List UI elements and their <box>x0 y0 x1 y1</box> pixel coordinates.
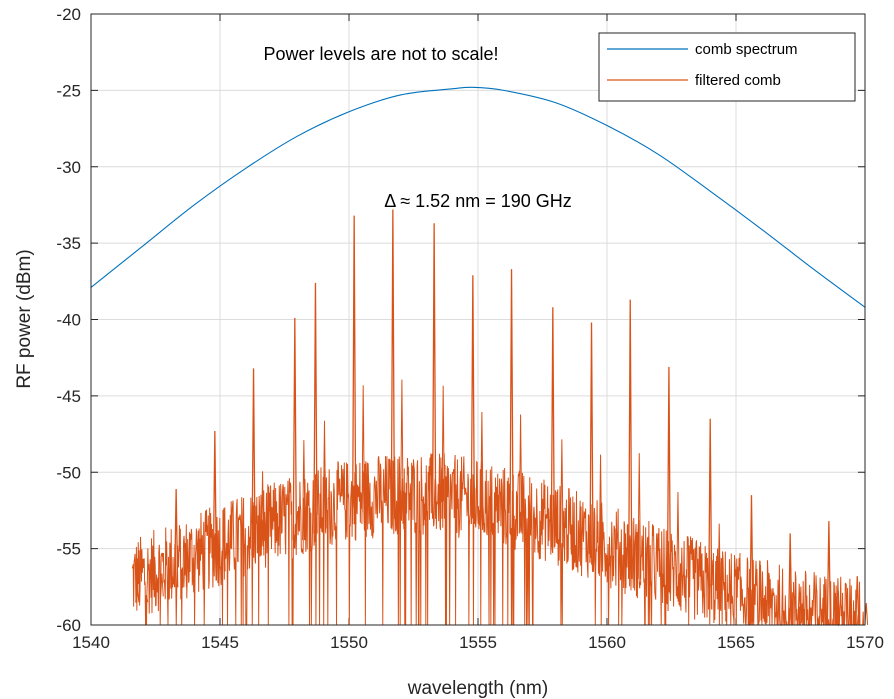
annotation-spacing: Δ ≈ 1.52 nm = 190 GHz <box>384 191 572 211</box>
y-axis-label: RF power (dBm) <box>14 249 35 388</box>
y-tick-label: -20 <box>56 5 81 24</box>
y-tick-label: -40 <box>56 311 81 330</box>
filtered-comb-peak-20 <box>855 576 860 626</box>
plot-frame <box>90 13 866 626</box>
filtered-comb-sidepeak-6 <box>322 420 327 534</box>
filtered-comb-sidepeak-12 <box>560 439 564 548</box>
filtered-comb-sidepeak-9 <box>441 385 445 519</box>
filtered-comb-sidepeak-15 <box>676 491 680 595</box>
filtered-comb-peak-1 <box>150 545 156 597</box>
filtered-comb-peak-9 <box>431 223 437 519</box>
filtered-comb-peak-3 <box>212 431 218 572</box>
x-tick-label: 1570 <box>846 633 884 652</box>
filtered-comb-sidepeak-2 <box>183 543 187 588</box>
filtered-comb-peak-12 <box>550 307 556 548</box>
filtered-comb-sidepeak-10 <box>480 412 484 524</box>
filtered-comb-peak-7 <box>351 215 357 524</box>
x-tick-label: 1540 <box>72 633 110 652</box>
x-tick-label: 1565 <box>717 633 755 652</box>
filtered-comb-peak-0 <box>135 586 140 603</box>
y-tick-label: -25 <box>56 81 81 100</box>
legend-label-comb-spectrum: comb spectrum <box>695 41 798 58</box>
y-tick-label: -60 <box>56 616 81 635</box>
filtered-comb-sidepeak-7 <box>361 385 365 524</box>
filtered-comb-peak-8 <box>390 209 396 519</box>
legend: comb spectrum filtered comb <box>598 32 856 102</box>
series-layer <box>90 86 869 627</box>
filtered-comb-sidepeak-14 <box>637 453 642 579</box>
series-comb-spectrum <box>90 86 866 308</box>
y-tick-label: -50 <box>56 463 81 482</box>
annotation-scale-note: Power levels are not to scale! <box>263 44 498 64</box>
ticks: 1540 1545 1550 1555 1560 1565 1570 -20 -25 -30 -35… <box>56 5 883 652</box>
filtered-comb-sidepeak-19 <box>836 578 840 626</box>
x-tick-label: 1545 <box>201 633 239 652</box>
filtered-comb-sidepeak-11 <box>518 414 523 534</box>
filtered-comb-sidepeak-17 <box>758 565 763 623</box>
x-tick-label: 1550 <box>330 633 368 652</box>
y-tick-label: -30 <box>56 158 81 177</box>
filtered-comb-peak-14 <box>628 299 633 579</box>
filtered-comb-peak-5 <box>292 317 298 541</box>
filtered-comb-peak-19 <box>826 521 832 626</box>
filtered-comb-peak-10 <box>470 275 476 524</box>
filtered-comb-sidepeak-18 <box>797 583 801 626</box>
filtered-comb-peak-2 <box>173 489 179 588</box>
filtered-comb-sidepeak-4 <box>260 471 265 556</box>
filtered-comb-sidepeak-1 <box>160 573 164 597</box>
filtered-comb-peak-17 <box>749 495 754 623</box>
filtered-comb-peak-18 <box>787 533 793 626</box>
y-tick-label: -55 <box>56 540 81 559</box>
x-tick-label: 1555 <box>459 633 497 652</box>
filtered-comb-sidepeak-13 <box>598 454 603 563</box>
legend-box <box>598 32 856 102</box>
filtered-comb-peak-11 <box>509 269 514 534</box>
filtered-comb-peak-4 <box>251 368 256 556</box>
y-tick-label: -35 <box>56 234 81 253</box>
x-axis-label: wavelength (nm) <box>407 678 548 699</box>
filtered-comb-sidepeak-5 <box>302 440 306 541</box>
x-tick-label: 1560 <box>588 633 626 652</box>
filtered-comb-peak-16 <box>708 418 713 610</box>
legend-label-filtered-comb: filtered comb <box>695 72 781 89</box>
filtered-comb-peak-6 <box>313 282 318 534</box>
filtered-comb-sidepeak-8 <box>400 379 404 519</box>
filtered-comb-peak-13 <box>589 322 594 563</box>
filtered-comb-peak-15 <box>666 366 672 595</box>
filtered-comb-sidepeak-16 <box>717 523 722 610</box>
filtered-comb-sidepeak-0 <box>144 595 149 603</box>
y-tick-label: -45 <box>56 387 81 406</box>
filtered-comb-sidepeak-3 <box>222 508 226 572</box>
